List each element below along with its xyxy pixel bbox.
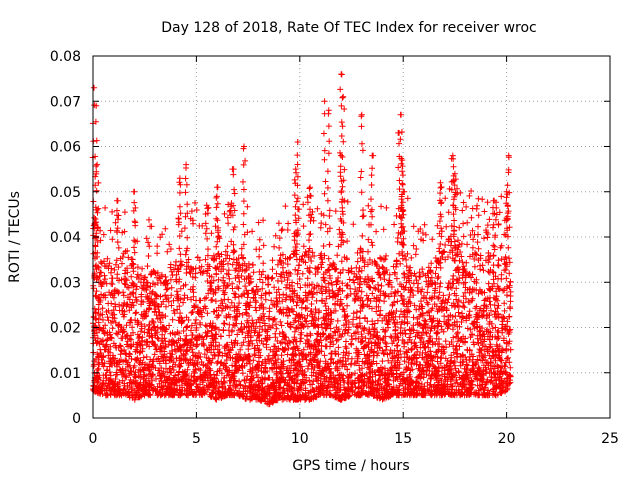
x-tick-labels: 0 5 10 15 20 25 <box>89 431 619 447</box>
roti-series-markers <box>89 71 514 408</box>
x-tick-label: 10 <box>291 431 309 447</box>
chart-title: Day 128 of 2018, Rate Of TEC Index for r… <box>161 20 537 36</box>
y-tick-label: 0.08 <box>50 49 81 65</box>
data-points <box>89 71 514 408</box>
y-tick-label: 0.05 <box>50 185 81 201</box>
y-tick-label: 0.07 <box>50 94 81 110</box>
x-tick-label: 15 <box>394 431 412 447</box>
y-tick-label: 0.04 <box>50 230 81 246</box>
x-tick-label: 5 <box>192 431 201 447</box>
y-axis-label: ROTI / TECUs <box>7 191 23 283</box>
x-tick-label: 20 <box>498 431 516 447</box>
y-tick-labels: 0 0.01 0.02 0.03 0.04 0.05 0.06 0.07 0.08 <box>50 49 81 427</box>
y-tick-label: 0.03 <box>50 275 81 291</box>
x-tick-label: 0 <box>89 431 98 447</box>
y-tick-label: 0 <box>72 411 81 427</box>
y-tick-label: 0.01 <box>50 366 81 382</box>
y-tick-label: 0.06 <box>50 140 81 156</box>
axis-ticks <box>92 55 611 419</box>
y-tick-label: 0.02 <box>50 321 81 337</box>
x-tick-label: 25 <box>601 431 619 447</box>
x-axis-label: GPS time / hours <box>292 458 409 474</box>
